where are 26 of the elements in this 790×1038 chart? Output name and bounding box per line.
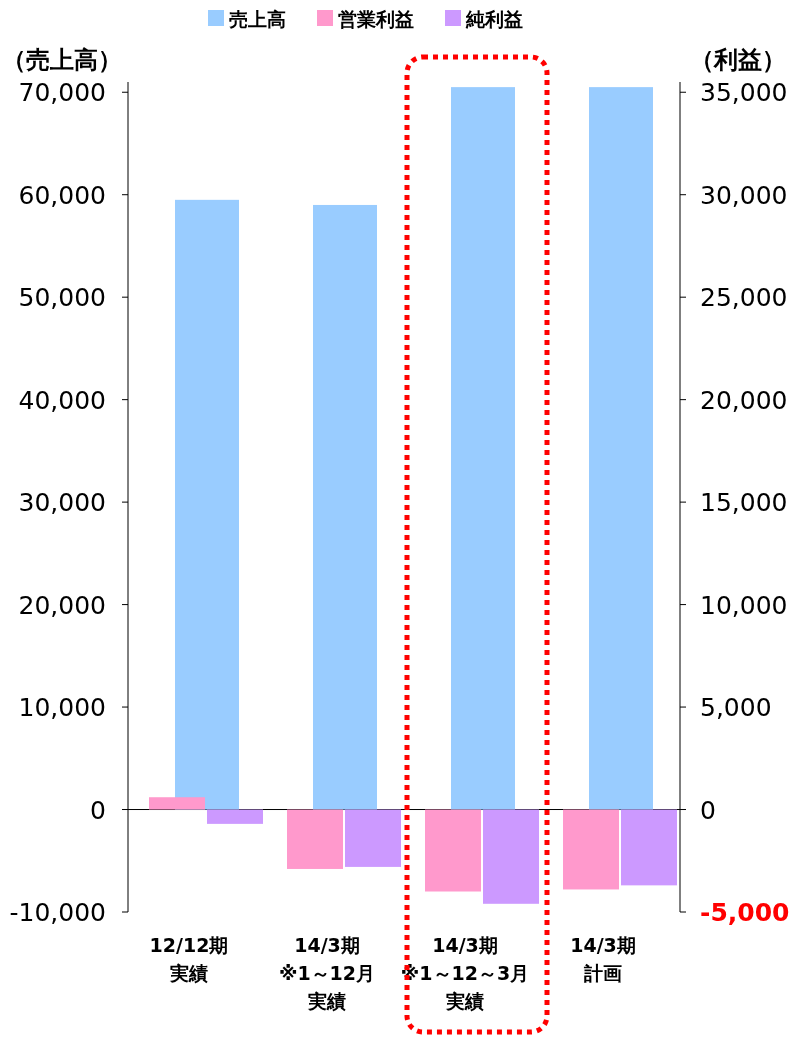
- legend-label: 売上高: [229, 8, 286, 30]
- y2-tick-label: 0: [700, 795, 716, 825]
- y2-tick-label: 5,000: [700, 693, 772, 723]
- x-tick-label: 12/12期実績: [149, 934, 229, 984]
- y-tick-label: 60,000: [18, 180, 106, 210]
- y-tick-label: 10,000: [18, 693, 106, 723]
- y-tick-label: 0: [90, 795, 106, 825]
- y-axis-title: （売上高）: [2, 46, 122, 74]
- x-tick-label: 14/3期計画: [570, 934, 636, 984]
- y2-tick-label: 10,000: [700, 590, 788, 620]
- y-tick-label: 30,000: [18, 488, 106, 518]
- y2-tick-label: 20,000: [700, 385, 788, 415]
- legend-label: 純利益: [465, 8, 523, 30]
- y2-tick-label: -5,000: [700, 898, 790, 927]
- y2-tick-label: 35,000: [700, 78, 788, 108]
- y-tick-label: -10,000: [9, 898, 106, 927]
- y2-axis-title: （利益）: [690, 46, 786, 74]
- x-tick-label: 14/3期※1～12月実績: [278, 934, 376, 1012]
- y2-tick-label: 30,000: [700, 180, 788, 210]
- y-tick-label: 50,000: [18, 283, 106, 313]
- legend-label: 営業利益: [338, 8, 414, 30]
- y-tick-label: 70,000: [18, 78, 106, 108]
- y-tick-label: 20,000: [18, 590, 106, 620]
- y2-tick-label: 25,000: [700, 283, 788, 313]
- y-tick-label: 40,000: [18, 385, 106, 415]
- y2-tick-label: 15,000: [700, 488, 788, 518]
